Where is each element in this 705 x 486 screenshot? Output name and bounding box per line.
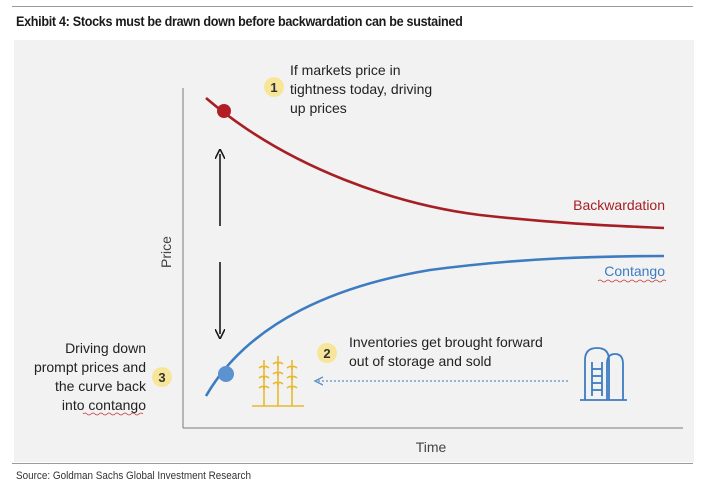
badge-2-number: 2 [323, 346, 330, 361]
bottom-rule [12, 463, 693, 464]
diagram-panel [14, 40, 694, 462]
contango-point [218, 366, 234, 382]
annotation-3-line-3: the curve back [55, 378, 147, 394]
x-axis-label: Time [416, 439, 447, 455]
exhibit-title: Exhibit 4: Stocks must be drawn down bef… [16, 13, 463, 29]
top-rule [12, 6, 693, 7]
backwardation-curve [205, 97, 665, 230]
contango-squiggle [597, 279, 667, 283]
backwardation-point [217, 104, 231, 118]
source-note: Source: Goldman Sachs Global Investment … [16, 470, 251, 482]
badge-3-number: 3 [158, 370, 165, 385]
contango-text-squiggle [82, 412, 144, 416]
annotation-1-line-1: If markets price in [290, 62, 400, 78]
silo-icon [580, 347, 627, 401]
wheat-icon [252, 356, 304, 407]
contango-curve [204, 254, 665, 397]
annotation-1-line-2: tightness today, driving [290, 81, 432, 97]
annotation-3-line-1: Driving down [65, 340, 146, 356]
contango-label: Contango [604, 263, 665, 279]
y-axis-label: Price [158, 236, 174, 268]
annotation-3-line-4: into contango [62, 397, 146, 413]
annotation-1-line-3: up prices [290, 100, 347, 116]
annotation-3-line-2: prompt prices and [34, 359, 146, 375]
badge-1-number: 1 [270, 80, 277, 95]
annotation-2-line-2: out of storage and sold [349, 353, 491, 369]
badge-2 [317, 343, 337, 363]
badge-1 [264, 77, 284, 97]
backwardation-label: Backwardation [573, 197, 665, 213]
annotation-2-line-1: Inventories get brought forward [349, 334, 543, 350]
badge-3 [152, 367, 172, 387]
